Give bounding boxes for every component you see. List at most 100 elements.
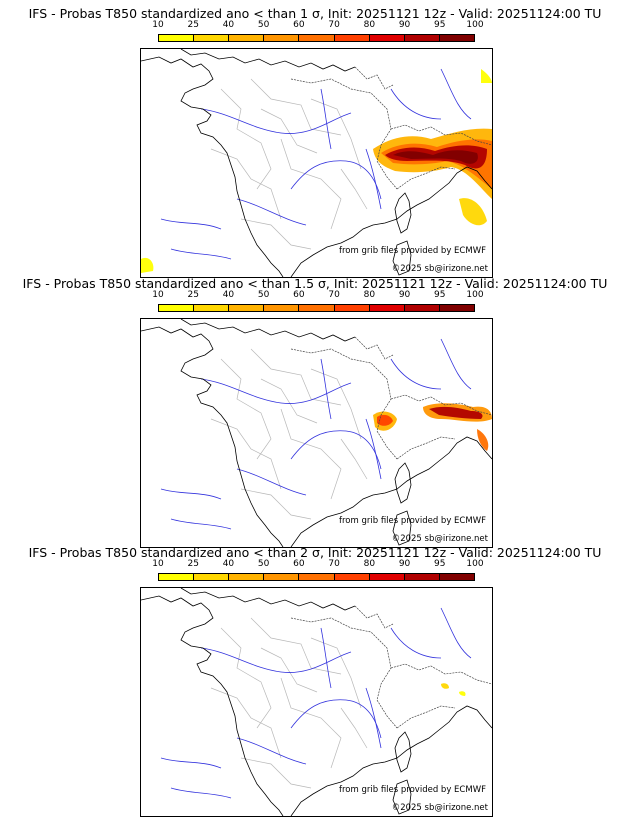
corsica-coastline: [394, 462, 412, 504]
probability-area: [441, 683, 449, 689]
admin-boundary: [340, 438, 368, 480]
colorbar-tick-label: 50: [257, 20, 270, 30]
colorbar-segment: [194, 574, 230, 580]
coastline: [290, 166, 492, 277]
admin-boundary: [210, 148, 282, 220]
colorbar-ticks: 10 25 40 50 60 70 80 90 95 100: [152, 20, 483, 32]
country-border: [354, 605, 394, 629]
admin-boundary: [340, 707, 368, 749]
river: [390, 627, 442, 659]
admin-boundary: [280, 408, 342, 500]
probability-area: [141, 257, 154, 273]
river: [440, 607, 472, 659]
colorbar-tick-label: 70: [328, 290, 340, 300]
map-area: from grib files provided by ECMWF ©2025 …: [140, 318, 493, 548]
probability-area: [459, 691, 466, 696]
river: [236, 468, 307, 496]
coastline: [141, 326, 284, 547]
colorbar-segment: [439, 574, 474, 580]
colorbar-segment: [369, 35, 405, 41]
colorbar-tick-label: 80: [363, 290, 376, 300]
colorbar-segment: [299, 305, 335, 311]
river: [290, 160, 382, 200]
colorbar-segment: [439, 35, 474, 41]
sardinia-coastline: [392, 240, 412, 276]
colorbar-tick-label: 50: [257, 290, 270, 300]
colorbar-tick-label: 40: [222, 20, 235, 30]
probability-area: [477, 429, 489, 451]
country-border: [396, 166, 456, 190]
country-border: [396, 436, 456, 460]
colorbar-tick-label: 100: [466, 559, 484, 569]
colorbar-tick-label: 90: [398, 559, 411, 569]
country-border: [354, 66, 394, 90]
copyright: ©2025 sb@irizone.net: [391, 264, 488, 274]
source-credit: from grib files provided by ECMWF: [339, 246, 486, 256]
river: [365, 687, 382, 749]
colorbar-segment: [229, 574, 265, 580]
colorbar-segment: [229, 35, 265, 41]
river: [320, 88, 332, 150]
coastline: [180, 319, 356, 342]
colorbar-segment: [264, 305, 300, 311]
river: [160, 757, 222, 769]
colorbar: [158, 573, 475, 581]
admin-boundary: [250, 78, 342, 136]
colorbar-segment: [334, 574, 370, 580]
admin-boundary: [260, 378, 318, 424]
probability-area: [393, 150, 478, 164]
coastline: [141, 56, 284, 277]
admin-boundary: [220, 627, 272, 729]
river: [170, 787, 232, 799]
colorbar-tick-label: 50: [257, 559, 270, 569]
colorbar-segment: [194, 305, 230, 311]
colorbar-tick-label: 10: [152, 290, 164, 300]
colorbar-tick-label: 95: [434, 20, 446, 30]
map-panel-1: IFS - Probas T850 standardized ano < tha…: [0, 6, 630, 280]
river: [290, 699, 382, 739]
admin-boundary: [220, 358, 272, 460]
river: [160, 488, 222, 500]
colorbar-tick-label: 80: [363, 559, 376, 569]
colorbar-segment: [334, 305, 370, 311]
admin-boundary: [210, 687, 282, 759]
colorbar-tick-label: 70: [328, 20, 340, 30]
panel-title: IFS - Probas T850 standardized ano < tha…: [28, 6, 602, 21]
admin-boundary: [260, 647, 318, 693]
colorbar-segment: [299, 35, 335, 41]
country-border: [290, 617, 398, 729]
probability-area: [481, 69, 492, 83]
colorbar-segment: [194, 35, 230, 41]
colorbar-tick-label: 95: [434, 290, 446, 300]
river: [440, 68, 472, 120]
colorbar-segment: [299, 574, 335, 580]
admin-boundary: [240, 488, 312, 520]
river: [390, 88, 442, 120]
river: [365, 148, 382, 210]
colorbar-tick-label: 40: [222, 290, 235, 300]
colorbar-segment: [334, 35, 370, 41]
colorbar-tick-label: 60: [293, 20, 305, 30]
panel-title: IFS - Probas T850 standardized ano < tha…: [28, 545, 602, 560]
admin-boundary: [250, 617, 342, 675]
river: [440, 338, 472, 390]
colorbar-segment: [404, 305, 440, 311]
probability-area: [459, 198, 487, 226]
panel-title: IFS - Probas T850 standardized ano < tha…: [22, 276, 608, 291]
colorbar-tick-label: 100: [466, 290, 484, 300]
colorbar-segment: [264, 35, 300, 41]
river: [320, 627, 332, 689]
river: [170, 248, 232, 260]
coastline: [141, 595, 284, 816]
probability-area: [377, 414, 393, 426]
colorbar-segment: [369, 574, 405, 580]
copyright: ©2025 sb@irizone.net: [391, 803, 488, 813]
colorbar-tick-label: 25: [187, 20, 199, 30]
colorbar-segment: [404, 35, 440, 41]
river: [236, 737, 307, 765]
colorbar: [158, 304, 475, 312]
colorbar-tick-label: 60: [293, 559, 305, 569]
river: [236, 198, 307, 226]
country-border: [290, 348, 398, 460]
coastline: [290, 705, 492, 816]
